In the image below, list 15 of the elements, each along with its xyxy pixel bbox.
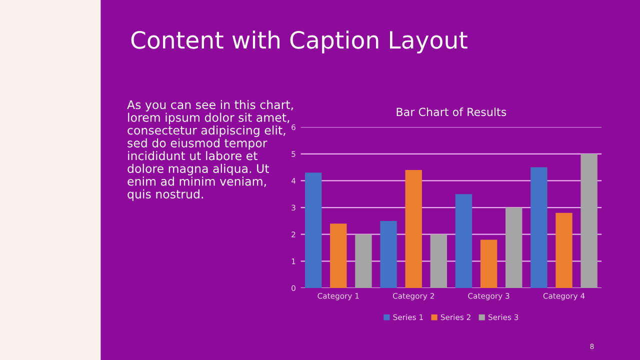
bar bbox=[355, 234, 372, 288]
bar bbox=[380, 220, 397, 288]
bar bbox=[580, 154, 598, 288]
chart-title: Bar Chart of Results bbox=[396, 108, 506, 116]
bar bbox=[405, 170, 422, 288]
bar bbox=[530, 167, 548, 288]
bar bbox=[556, 212, 572, 288]
bar bbox=[480, 240, 498, 288]
bar bbox=[430, 234, 448, 288]
bar bbox=[455, 194, 472, 288]
text: As you can see in this chart, lorem ipsum dolor sit amet, consectetur adipiscing elit, sed do eiusmod tempor incididunt ut labore et dolore magna aliqua. Ut enim ad minim veniam, quis nostrud. bbox=[127, 100, 293, 201]
bar bbox=[304, 172, 322, 288]
text: Content with Caption Layout bbox=[131, 30, 468, 54]
bar bbox=[330, 224, 347, 288]
bar bbox=[506, 208, 522, 288]
